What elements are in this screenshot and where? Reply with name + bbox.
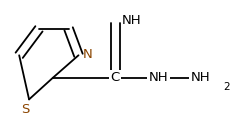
Text: 2: 2 [223,82,230,92]
Text: S: S [21,103,29,116]
Text: C: C [110,71,120,84]
Text: NH: NH [190,71,210,84]
Text: NH: NH [149,71,168,84]
Text: N: N [83,48,92,61]
Text: NH: NH [122,14,142,28]
